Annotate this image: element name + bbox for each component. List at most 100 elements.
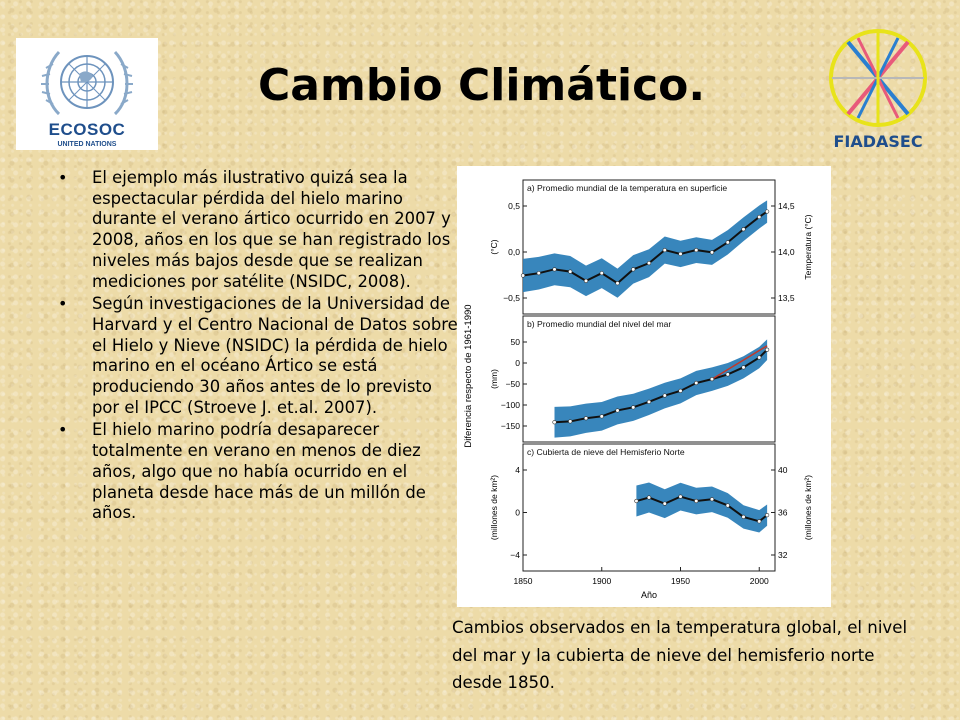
data-point [765, 347, 770, 352]
data-point [662, 501, 667, 506]
data-point [568, 269, 573, 274]
left-tick-label: −4 [510, 550, 520, 560]
chart-panel-1: a) Promedio mundial de la temperatura en… [489, 179, 813, 315]
bullet-item: • Según investigaciones de la Universidad… [58, 294, 458, 418]
data-point [662, 247, 667, 253]
right-tick-label: 32 [778, 550, 788, 560]
left-axis-label: (millones de km²) [489, 475, 499, 540]
chart-panel-2: b) Promedio mundial del nivel del mar 50 0… [489, 315, 776, 443]
uncertainty-band [636, 482, 768, 533]
data-point [646, 399, 652, 404]
data-point [741, 514, 746, 520]
left-axis-label: (mm) [489, 369, 499, 389]
data-point [741, 365, 746, 370]
ecosoc-wordmark: ECOSOC [48, 120, 126, 139]
data-point [709, 250, 715, 255]
data-point [634, 498, 639, 504]
right-tick-label: 13,5 [778, 293, 795, 303]
left-tick-label: −50 [506, 379, 521, 389]
fiadasec-wheel-icon [829, 29, 927, 127]
series-line [636, 495, 768, 523]
trend-line [711, 345, 768, 380]
bullet-icon: • [58, 420, 68, 440]
climate-chart: Diferencia respecto de 1961-1990 a) Prome… [463, 179, 813, 600]
data-point [552, 420, 557, 425]
bullet-icon: • [58, 294, 68, 314]
bullet-list: • El ejemplo más ilustrativo quizá sea la… [58, 168, 458, 526]
bullet-item: • El hielo marino podría desaparecer tota… [58, 420, 458, 524]
data-point [678, 494, 683, 499]
x-tick-label: 1900 [592, 576, 611, 586]
left-tick-label: 4 [515, 465, 520, 475]
left-axis-label: (°C) [489, 239, 499, 254]
left-tick-label: −100 [501, 400, 520, 410]
data-point [631, 405, 636, 410]
data-point [583, 416, 589, 421]
data-point [741, 227, 746, 232]
data-point [757, 519, 762, 524]
data-point [725, 240, 730, 245]
data-point [552, 267, 557, 272]
ecosoc-subtitle: UNITED NATIONS [57, 141, 117, 148]
data-point [694, 498, 699, 504]
un-emblem-icon [41, 50, 133, 116]
data-point [725, 372, 730, 377]
climate-chart-figure: Diferencia respecto de 1961-1990 a) Prome… [457, 166, 831, 607]
chart-panel-3: c) Cubierta de nieve del Hemisferio Nort… [489, 443, 813, 572]
bullet-text: Según investigaciones de la Universidad … [92, 294, 458, 417]
data-point [757, 214, 762, 220]
data-point [694, 380, 699, 386]
panel-frame [522, 179, 776, 315]
shared-y-axis-label: Diferencia respecto de 1961-1990 [463, 304, 474, 447]
data-point [709, 497, 715, 502]
uncertainty-band [554, 339, 768, 438]
data-point [599, 271, 604, 276]
right-tick-label: 40 [778, 465, 788, 475]
panel-title: c) Cubierta de nieve del Hemisferio Nort… [527, 447, 685, 457]
uncertainty-band [523, 200, 768, 298]
panel-title: b) Promedio mundial del nivel del mar [527, 319, 671, 329]
data-point [757, 355, 762, 360]
bullet-text: El ejemplo más ilustrativo quizá sea la … [92, 168, 451, 291]
ecosoc-logo: ECOSOC UNITED NATIONS [16, 38, 158, 150]
data-point [694, 247, 699, 253]
slide-title: Cambio Climático. [258, 60, 706, 111]
panel-title: a) Promedio mundial de la temperatura en… [527, 183, 727, 193]
data-point [536, 271, 541, 276]
x-tick-label: 1850 [514, 576, 533, 586]
left-tick-label: 0 [515, 358, 520, 368]
left-tick-label: 0 [515, 508, 520, 518]
data-point [646, 495, 652, 500]
left-tick-label: 0,0 [508, 247, 520, 257]
fiadasec-wordmark: FIADASEC [833, 132, 923, 151]
data-point [765, 513, 770, 518]
left-tick-label: 50 [511, 337, 521, 347]
right-axis-label: Temperatura (°C) [803, 214, 813, 279]
data-point [568, 419, 573, 424]
data-point [631, 267, 636, 272]
x-axis-label: Año [641, 590, 657, 600]
data-point [615, 408, 620, 413]
right-axis-label: (millones de km²) [803, 475, 813, 540]
data-point [709, 377, 715, 382]
x-tick-label: 2000 [750, 576, 769, 586]
data-point [520, 273, 526, 278]
figure-caption: Cambios observados en la temperatura glo… [452, 618, 908, 692]
right-tick-label: 36 [778, 508, 788, 518]
left-tick-label: −0,5 [503, 293, 520, 303]
x-tick-label: 1950 [671, 576, 690, 586]
bullet-text: El hielo marino podría desaparecer total… [92, 420, 426, 523]
data-point [662, 393, 667, 398]
fiadasec-logo: FIADASEC [822, 20, 934, 160]
right-tick-label: 14,0 [778, 247, 795, 257]
data-point [583, 278, 589, 283]
bullet-item: • El ejemplo más ilustrativo quizá sea la… [58, 168, 458, 292]
bullet-icon: • [58, 168, 68, 187]
data-point [678, 251, 683, 257]
left-tick-label: 0,5 [508, 201, 520, 211]
data-point [599, 414, 604, 419]
right-tick-label: 14,5 [778, 201, 795, 211]
data-point [725, 503, 730, 508]
data-point [678, 388, 683, 393]
data-point [615, 281, 620, 286]
